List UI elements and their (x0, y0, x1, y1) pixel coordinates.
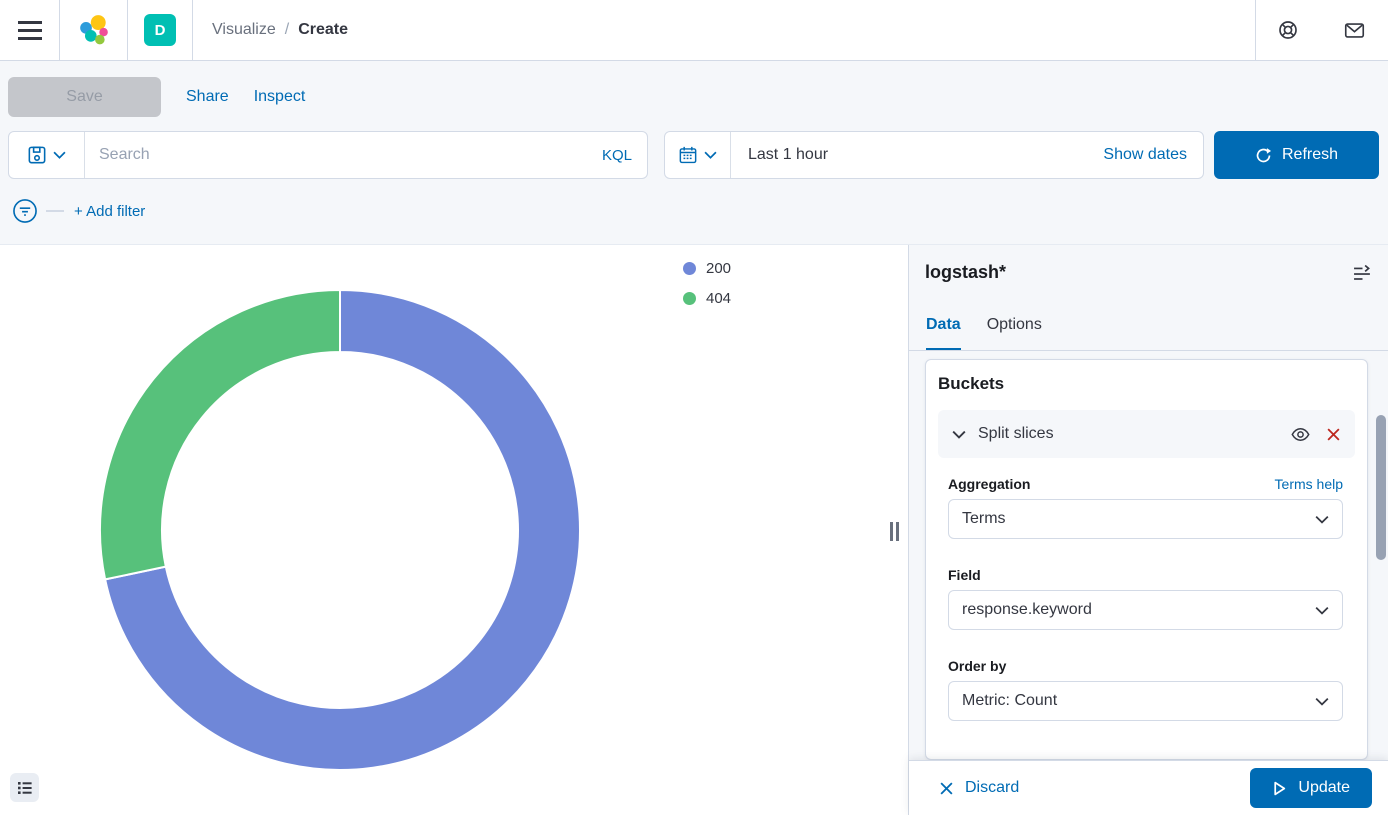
toolbar-area: Save Share Inspect KQL (0, 61, 1388, 245)
remove-bucket-button[interactable] (1326, 427, 1341, 442)
hamburger-icon (17, 20, 42, 40)
chevron-down-icon (1315, 697, 1329, 706)
list-icon (17, 781, 32, 794)
filter-icon[interactable] (12, 198, 38, 224)
donut-slice-200[interactable] (103, 288, 581, 771)
discard-button[interactable]: Discard (939, 779, 1019, 797)
notifications-button[interactable] (1320, 0, 1388, 60)
order-by-value: Metric: Count (962, 692, 1058, 709)
aggregation-form: Aggregation Terms help Terms Field respo… (938, 476, 1355, 721)
index-pattern-title: logstash* (925, 262, 1007, 282)
save-button[interactable]: Save (8, 77, 161, 117)
query-bar: KQL Last 1 hour Show dates Refresh (8, 131, 1379, 179)
panel-resizer-handle[interactable] (890, 522, 899, 541)
terms-help-link[interactable]: Terms help (1274, 476, 1343, 492)
editor-footer: Discard Update (909, 760, 1388, 815)
close-icon (940, 781, 953, 795)
toggle-visibility-button[interactable] (1291, 425, 1310, 444)
main-content: 200 404 logstash* (0, 245, 1388, 815)
legend-item[interactable]: 404 (683, 290, 731, 307)
order-by-select[interactable]: Metric: Count (948, 681, 1343, 721)
split-slices-accordion[interactable]: Split slices (938, 410, 1355, 458)
editor-tabs: Data Options (909, 304, 1388, 351)
kql-language-button[interactable]: KQL (601, 146, 632, 164)
refresh-label: Refresh (1281, 146, 1339, 163)
menu-right-icon (1354, 264, 1370, 280)
donut-slice-404[interactable] (98, 288, 341, 581)
visualization-canvas: 200 404 (0, 245, 908, 815)
filter-divider (46, 210, 64, 212)
breadcrumb: Visualize / Create (193, 0, 348, 60)
tab-options[interactable]: Options (986, 316, 1042, 333)
order-by-label: Order by (948, 658, 1007, 674)
elastic-logo[interactable] (60, 0, 128, 60)
inspect-button[interactable]: Inspect (253, 88, 306, 105)
donut-chart (98, 288, 581, 771)
calendar-icon (679, 146, 696, 164)
saved-query-menu-button[interactable] (9, 132, 85, 178)
play-icon (1274, 781, 1286, 795)
tab-data[interactable]: Data (926, 304, 961, 350)
add-filter-button[interactable]: + Add filter (74, 202, 146, 220)
close-icon (1327, 427, 1340, 441)
aggregation-select[interactable]: Terms (948, 499, 1343, 539)
show-dates-button[interactable]: Show dates (1103, 146, 1187, 163)
action-row: Save Share Inspect (8, 77, 305, 117)
search-input[interactable] (85, 132, 587, 178)
aggregation-value: Terms (962, 510, 1006, 527)
visualization-editor-panel: logstash* Data Options Buckets (908, 245, 1388, 815)
field-select[interactable]: response.keyword (948, 590, 1343, 630)
search-control: KQL (8, 131, 648, 179)
buckets-heading: Buckets (938, 374, 1005, 393)
legend-label: 200 (706, 260, 732, 277)
refresh-icon (1256, 147, 1272, 162)
chevron-down-icon (1315, 515, 1329, 524)
chevron-down-icon (52, 151, 66, 159)
field-label: Field (948, 567, 981, 583)
space-badge: D (144, 14, 176, 46)
share-button[interactable]: Share (186, 88, 229, 105)
panel-scrollbar-thumb[interactable] (1376, 415, 1386, 560)
breadcrumb-visualize[interactable]: Visualize (212, 21, 276, 38)
refresh-button[interactable]: Refresh (1214, 131, 1379, 179)
help-icon (1279, 21, 1297, 39)
time-picker: Last 1 hour Show dates (664, 131, 1204, 179)
top-header: D Visualize / Create (0, 0, 1388, 61)
help-button[interactable] (1255, 0, 1320, 60)
update-label: Update (1298, 779, 1350, 796)
chevron-down-icon (703, 151, 717, 159)
date-quick-menu-button[interactable] (665, 132, 731, 178)
breadcrumb-create: Create (298, 21, 349, 38)
legend-item[interactable]: 200 (683, 260, 731, 277)
chevron-down-icon[interactable] (952, 430, 966, 439)
legend-swatch (683, 292, 696, 305)
chevron-down-icon (1315, 606, 1329, 615)
chart-legend: 200 404 (683, 260, 731, 307)
menu-button[interactable] (0, 0, 60, 60)
aggregation-label: Aggregation (948, 476, 1031, 492)
legend-label: 404 (706, 290, 732, 307)
filter-bar: + Add filter (12, 196, 145, 226)
eye-icon (1291, 427, 1310, 441)
save-query-icon (28, 146, 45, 164)
field-value: response.keyword (962, 601, 1092, 618)
collapse-panel-button[interactable] (1353, 262, 1372, 288)
elastic-logo-icon (79, 15, 108, 45)
buckets-card: Buckets Split slices (925, 359, 1368, 760)
editor-body: Buckets Split slices (909, 351, 1388, 760)
breadcrumb-separator: / (284, 21, 290, 38)
mail-icon (1344, 22, 1364, 38)
legend-toggle-button[interactable] (10, 773, 39, 802)
time-range-value[interactable]: Last 1 hour (748, 146, 829, 163)
legend-swatch (683, 262, 696, 275)
discard-label: Discard (965, 779, 1020, 796)
update-button[interactable]: Update (1250, 768, 1372, 808)
space-switcher[interactable]: D (128, 0, 193, 60)
bucket-type-label: Split slices (978, 425, 1054, 442)
